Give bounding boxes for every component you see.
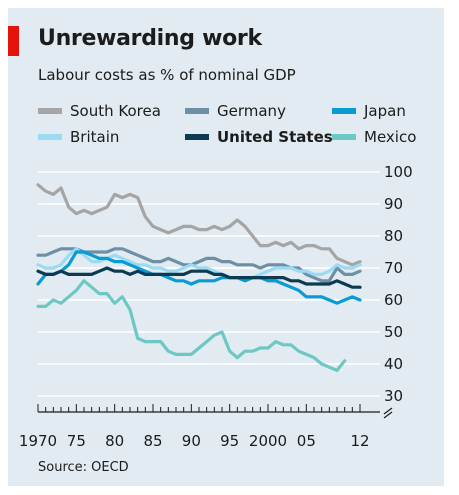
- legend-swatch-germany: [185, 108, 209, 114]
- legend-swatch-japan: [332, 108, 356, 114]
- legend-label-germany: Germany: [217, 102, 286, 120]
- series-line-south-korea: [36, 183, 362, 267]
- x-tick-label: 12: [350, 432, 369, 448]
- x-tick-label: 2000: [249, 432, 287, 448]
- x-tick-label: 90: [182, 432, 201, 448]
- series-line-mexico: [36, 279, 347, 372]
- y-tick-label: 40: [384, 355, 403, 373]
- x-tick-label: 05: [297, 432, 316, 448]
- legend-item-japan: Japan: [332, 102, 406, 120]
- x-tick-label: 95: [220, 432, 239, 448]
- brand-red-tag: [8, 26, 19, 56]
- chart-subtitle: Labour costs as % of nominal GDP: [38, 66, 296, 84]
- y-tick-label: 100: [384, 163, 413, 181]
- legend-item-united-states: United States: [185, 128, 333, 146]
- series-line-japan: [36, 250, 362, 305]
- y-tick-label: 50: [384, 323, 403, 341]
- legend-label-mexico: Mexico: [364, 128, 417, 146]
- x-axis: 1970 75 80 85 90 95 2000 05 12: [19, 404, 393, 448]
- source-note: Source: OECD: [38, 460, 129, 475]
- line-chart: 30 40 50 60 70 80 90 100 1970 75 80 85 90 95 2000 05 12: [19, 163, 413, 448]
- y-tick-label: 60: [384, 291, 403, 309]
- y-tick-label: 70: [384, 259, 403, 277]
- legend-swatch-south-korea: [38, 108, 62, 114]
- legend-label-united-states: United States: [217, 128, 333, 146]
- legend-item-germany: Germany: [185, 102, 286, 120]
- chart-title: Unrewarding work: [38, 26, 262, 51]
- legend-swatch-united-states: [185, 134, 209, 140]
- y-tick-label: 30: [384, 387, 403, 405]
- legend-swatch-mexico: [332, 134, 356, 140]
- y-axis: 30 40 50 60 70 80 90 100: [384, 163, 413, 405]
- chart-legend: South Korea Germany Japan Britain United…: [38, 100, 438, 154]
- x-tick-label: 85: [143, 432, 162, 448]
- chart-panel: Unrewarding work Labour costs as % of no…: [8, 8, 444, 486]
- x-tick-label: 1970: [19, 432, 57, 448]
- series-line-germany: [36, 247, 362, 283]
- legend-label-britain: Britain: [70, 128, 120, 146]
- y-tick-label: 80: [384, 227, 403, 245]
- series-lines: [36, 183, 362, 372]
- legend-item-mexico: Mexico: [332, 128, 416, 146]
- axis-break-marker: [383, 407, 393, 419]
- legend-label-south-korea: South Korea: [70, 102, 161, 120]
- x-tick-label: 75: [67, 432, 86, 448]
- legend-swatch-britain: [38, 134, 62, 140]
- legend-label-japan: Japan: [364, 102, 406, 120]
- x-tick-label: 80: [105, 432, 124, 448]
- legend-item-britain: Britain: [38, 128, 119, 146]
- series-line-united-states: [36, 266, 362, 289]
- legend-item-south-korea: South Korea: [38, 102, 161, 120]
- series-line-britain: [36, 247, 362, 283]
- y-tick-label: 90: [384, 195, 403, 213]
